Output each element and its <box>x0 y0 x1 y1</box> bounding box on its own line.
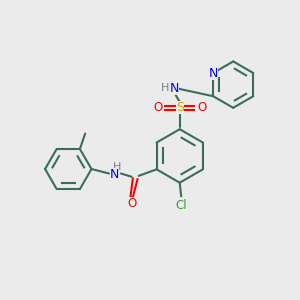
Text: O: O <box>127 197 136 210</box>
Text: N: N <box>170 82 179 95</box>
Text: H: H <box>161 83 169 94</box>
Text: Cl: Cl <box>176 200 187 212</box>
Text: H: H <box>113 162 122 172</box>
Text: O: O <box>153 101 162 114</box>
Text: S: S <box>176 101 184 114</box>
Text: N: N <box>110 169 119 182</box>
Text: O: O <box>197 101 206 114</box>
Text: N: N <box>208 67 218 80</box>
